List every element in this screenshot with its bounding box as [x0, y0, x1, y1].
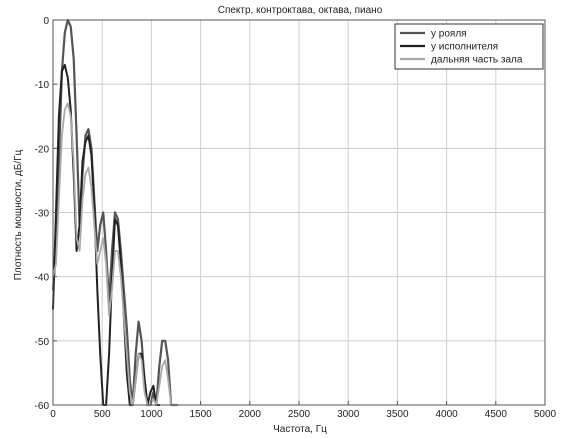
- x-tick-labels: 0 500 1000 1500 2000 2500 3000 3500 4000 4500 5000: [50, 401, 557, 420]
- legend-label: дальняя часть зала: [431, 55, 523, 66]
- x-tick-label: 1500: [189, 409, 212, 420]
- x-tick-label: 4500: [485, 409, 508, 420]
- x-tick-label: 3000: [337, 409, 360, 420]
- legend-label: у исполнителя: [431, 42, 498, 53]
- y-tick-label: -20: [35, 144, 50, 155]
- x-tick-label: 2500: [288, 409, 311, 420]
- chart-title: Спектр, контроктава, октава, пиано: [218, 5, 383, 16]
- y-tick-label: 0: [43, 16, 49, 27]
- x-tick-label: 0: [50, 409, 56, 420]
- x-axis-label: Частота, Гц: [273, 424, 327, 435]
- legend-label: у рояля: [431, 29, 467, 40]
- x-tick-label: 1000: [140, 409, 163, 420]
- y-tick-label: -10: [35, 80, 50, 91]
- x-tick-label: 2000: [239, 409, 262, 420]
- y-tick-labels: 0 -10 -20 -30 -40 -50 -60: [35, 16, 57, 412]
- y-axis-label: Плотность мощности, дБ/Гц: [13, 149, 24, 280]
- x-tick-label: 4000: [435, 409, 458, 420]
- x-tick-label: 3500: [386, 409, 409, 420]
- y-tick-label: -60: [35, 401, 50, 412]
- x-tick-label: 5000: [534, 409, 557, 420]
- y-tick-label: -30: [35, 209, 50, 220]
- x-tick-label: 500: [94, 409, 111, 420]
- y-tick-label: -50: [35, 337, 50, 348]
- legend: у рояля у исполнителя дальняя часть зала: [394, 23, 544, 70]
- y-tick-label: -40: [35, 273, 50, 284]
